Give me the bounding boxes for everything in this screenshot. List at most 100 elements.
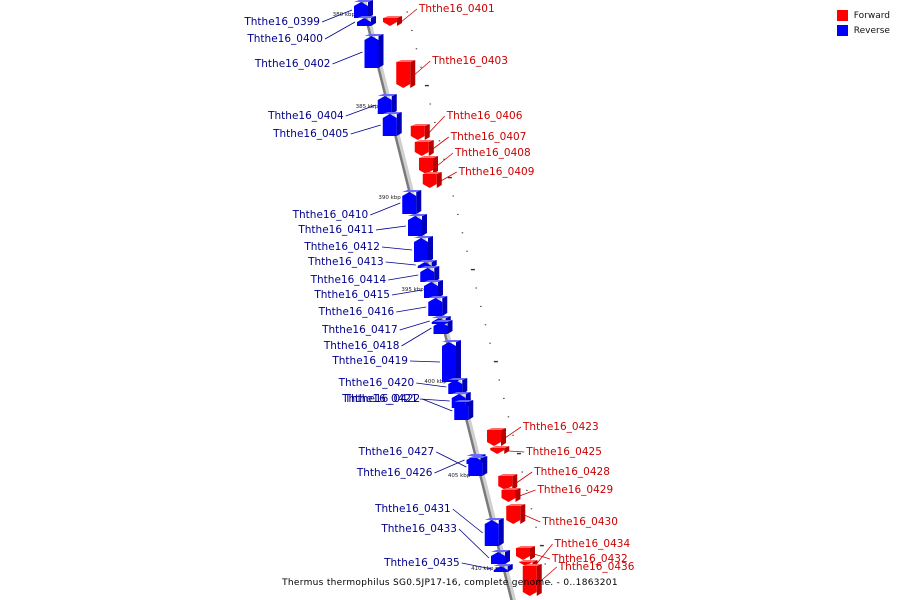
gene-Ththe16_0409[interactable]	[422, 172, 442, 188]
gene-label-Ththe16_0431: Ththe16_0431	[374, 503, 451, 515]
gene-Ththe16_0408[interactable]	[419, 156, 438, 174]
leader-Ththe16_0406	[428, 115, 446, 134]
legend-forward: Forward	[836, 8, 890, 23]
leader-Ththe16_0426	[434, 459, 465, 474]
gene-label-Ththe16_0425: Ththe16_0425	[525, 446, 602, 458]
gene-Ththe16_0419[interactable]	[442, 340, 461, 382]
kbp-tick-label: 385 kbp	[356, 104, 379, 110]
gene-Ththe16_0431[interactable]	[484, 518, 504, 546]
gene-label-Ththe16_0411: Ththe16_0411	[297, 224, 374, 236]
kbp-tick-label: 390 kbp	[378, 195, 401, 201]
gene-Ththe16_0420[interactable]	[448, 378, 468, 394]
gene-Ththe16_0405[interactable]	[382, 112, 402, 136]
leader-Ththe16_0403	[413, 60, 431, 76]
kbp-tick-label: 410 kbp	[471, 566, 494, 572]
gene-label-Ththe16_0415: Ththe16_0415	[313, 289, 390, 301]
leader-Ththe16_0435	[461, 562, 492, 570]
gene-label-Ththe16_0416: Ththe16_0416	[318, 306, 395, 318]
leader-Ththe16_0407	[432, 136, 449, 150]
gene-label-Ththe16_0400: Ththe16_0400	[246, 33, 323, 45]
gene-Ththe16_0404[interactable]	[377, 94, 397, 114]
gene-Ththe16_0402[interactable]	[364, 34, 384, 68]
gene-Ththe16_0427[interactable]	[468, 456, 488, 476]
leader-Ththe16_0420	[416, 382, 447, 388]
reverse-swatch	[836, 25, 848, 36]
gene-label-Ththe16_0407: Ththe16_0407	[450, 131, 527, 143]
gene-label-Ththe16_0427: Ththe16_0427	[358, 446, 435, 458]
gene-Ththe16_0401[interactable]	[383, 16, 402, 26]
leader-Ththe16_0416	[396, 306, 427, 313]
leader-Ththe16_0404	[345, 104, 376, 117]
gene-label-Ththe16_0402: Ththe16_0402	[254, 58, 331, 70]
genome-caption: Thermus thermophilus SG0.5JP17-16, compl…	[282, 578, 618, 588]
gene-Ththe16_0399[interactable]	[354, 0, 373, 18]
gene-Ththe16_0425[interactable]	[490, 446, 510, 454]
gene-label-Ththe16_0408: Ththe16_0408	[454, 147, 531, 159]
leader-Ththe16_0433	[458, 528, 490, 559]
leader-Ththe16_0425	[508, 450, 525, 453]
gene-Ththe16_0403[interactable]	[396, 60, 416, 88]
gene-Ththe16_0410[interactable]	[402, 190, 422, 214]
gene-labels: Ththe16_0399 Ththe16_0400 Ththe16_0401 Thth…	[243, 3, 634, 573]
gene-Ththe16_0418[interactable]	[433, 320, 453, 334]
label-leaders	[321, 8, 558, 582]
gene-Ththe16_0422[interactable]	[454, 400, 474, 420]
gene-label-Ththe16_0403: Ththe16_0403	[431, 55, 508, 67]
leader-Ththe16_0421	[419, 398, 450, 402]
gene-Ththe16_0428[interactable]	[498, 474, 518, 490]
gene-label-Ththe16_0434: Ththe16_0434	[554, 538, 631, 550]
leader-Ththe16_0427	[436, 451, 467, 468]
gene-Ththe16_0430[interactable]	[506, 504, 526, 524]
gene-label-Ththe16_0422: Ththe16_0422	[344, 393, 421, 405]
kbp-tick-label: 395 kbp	[401, 287, 424, 293]
gene-Ththe16_0414[interactable]	[420, 266, 440, 282]
gene-features	[354, 0, 542, 596]
gene-label-Ththe16_0406: Ththe16_0406	[446, 110, 523, 122]
kbp-tick-label: 400 kbp	[424, 379, 447, 385]
gene-Ththe16_0406[interactable]	[410, 124, 430, 140]
gene-Ththe16_0423[interactable]	[487, 428, 506, 446]
leader-Ththe16_0422	[422, 398, 453, 412]
leader-Ththe16_0401	[400, 8, 418, 23]
gene-label-Ththe16_0412: Ththe16_0412	[303, 241, 380, 253]
leader-Ththe16_0405	[350, 124, 381, 135]
leader-Ththe16_0419	[409, 360, 441, 363]
gene-Ththe16_0435[interactable]	[493, 564, 513, 572]
gene-label-Ththe16_0436: Ththe16_0436	[558, 561, 635, 573]
leader-Ththe16_0411	[375, 225, 407, 231]
leader-Ththe16_0417	[399, 320, 430, 331]
legend-forward-label: Forward	[853, 10, 890, 21]
gene-Ththe16_0432[interactable]	[516, 546, 535, 560]
leader-Ththe16_0399	[321, 9, 353, 23]
scale-dots	[406, 11, 551, 583]
gene-label-Ththe16_0429: Ththe16_0429	[537, 484, 614, 496]
gene-label-Ththe16_0417: Ththe16_0417	[321, 324, 398, 336]
gene-label-Ththe16_0409: Ththe16_0409	[458, 166, 535, 178]
leader-Ththe16_0402	[332, 51, 363, 65]
leader-Ththe16_0414	[388, 274, 419, 281]
gene-label-Ththe16_0399: Ththe16_0399	[243, 16, 320, 28]
gene-label-Ththe16_0430: Ththe16_0430	[541, 516, 618, 528]
leader-Ththe16_0415	[391, 289, 423, 296]
gene-Ththe16_0412[interactable]	[414, 236, 433, 262]
leader-Ththe16_0408	[436, 152, 454, 167]
gene-Ththe16_0407[interactable]	[414, 140, 434, 156]
gene-Ththe16_0411[interactable]	[408, 214, 427, 236]
gene-Ththe16_0416[interactable]	[428, 296, 448, 316]
gene-Ththe16_0415[interactable]	[424, 280, 443, 298]
gene-Ththe16_0400[interactable]	[357, 16, 376, 26]
forward-swatch	[836, 10, 848, 21]
gene-label-Ththe16_0423: Ththe16_0423	[522, 421, 599, 433]
gene-label-Ththe16_0428: Ththe16_0428	[533, 466, 610, 478]
leader-Ththe16_0436	[540, 566, 558, 582]
gene-Ththe16_0433[interactable]	[491, 550, 510, 564]
gene-Ththe16_0429[interactable]	[501, 488, 521, 502]
leader-Ththe16_0410	[370, 202, 401, 216]
leader-Ththe16_0409	[440, 171, 457, 182]
gene-label-Ththe16_0433: Ththe16_0433	[380, 523, 457, 535]
legend-reverse: Reverse	[836, 23, 890, 38]
gene-Ththe16_0436[interactable]	[522, 564, 542, 596]
leader-Ththe16_0413	[385, 261, 416, 266]
gene-label-Ththe16_0435: Ththe16_0435	[383, 557, 460, 569]
